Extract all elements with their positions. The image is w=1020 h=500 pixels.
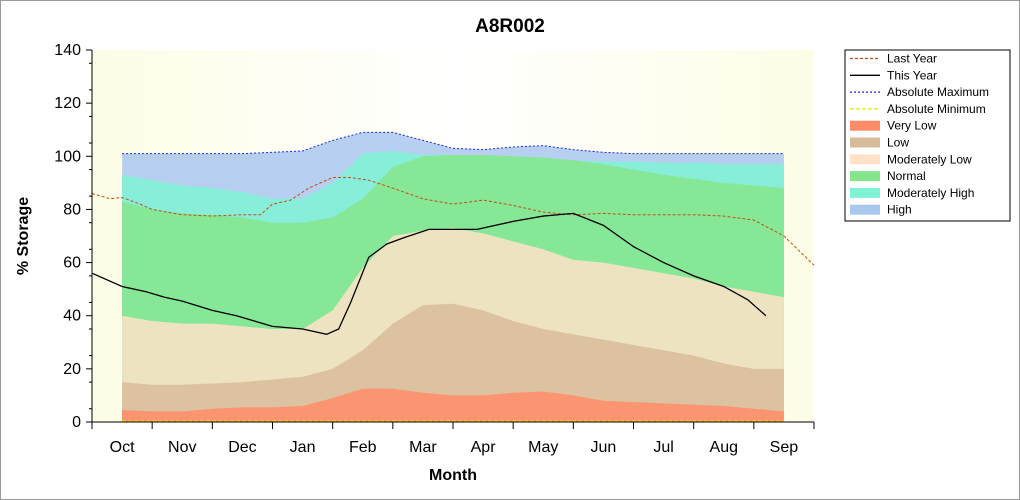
legend-label-absolute-maximum: Absolute Maximum xyxy=(887,85,989,99)
band-low xyxy=(122,303,784,422)
x-tick-label: Jan xyxy=(290,439,316,456)
x-tick-label: Jul xyxy=(653,439,673,456)
band-very-low xyxy=(122,388,784,422)
x-axis-ticks: Oct Nov Dec Jan Feb Mar Apr May Jun Jul Aug Sep xyxy=(91,422,815,456)
legend-label-moderately-high: Moderately High xyxy=(887,186,974,200)
legend-label-absolute-minimum: Absolute Minimum xyxy=(887,102,986,116)
legend-label-very-low: Very Low xyxy=(887,119,937,133)
series-last-year xyxy=(91,177,815,266)
legend-label-high: High xyxy=(887,203,912,217)
chart-title: A8R002 xyxy=(475,16,545,37)
legend-swatch-moderately-low xyxy=(850,154,880,165)
legend-swatch-low xyxy=(850,137,880,148)
x-tick-label: Feb xyxy=(349,439,377,456)
x-tick-label: Aug xyxy=(710,439,738,456)
legend-label-moderately-low: Moderately Low xyxy=(887,152,972,166)
y-tick-label: 40 xyxy=(63,308,81,325)
x-tick-label: Mar xyxy=(409,439,437,456)
x-tick-label: Nov xyxy=(168,439,196,456)
x-tick-label: Dec xyxy=(228,439,256,456)
legend-label-normal: Normal xyxy=(887,169,926,183)
x-tick-label: Sep xyxy=(770,439,799,456)
y-tick-label: 0 xyxy=(72,414,81,431)
legend-label-this-year: This Year xyxy=(887,68,937,82)
x-tick-label: Jun xyxy=(591,439,617,456)
y-tick-label: 140 xyxy=(54,42,81,59)
legend-label-last-year: Last Year xyxy=(887,52,937,66)
series-lines xyxy=(91,131,815,422)
y-axis-ticks: 0 20 40 60 80 100 120 140 xyxy=(54,42,92,431)
x-axis-label: Month xyxy=(429,467,477,484)
y-tick-label: 80 xyxy=(63,201,81,218)
x-tick-label: Apr xyxy=(471,439,497,456)
band-areas xyxy=(122,132,784,422)
legend-swatch-moderately-high xyxy=(850,187,880,198)
y-tick-label: 20 xyxy=(63,361,81,378)
legend-swatch-normal xyxy=(850,171,880,182)
y-tick-label: 60 xyxy=(63,255,81,272)
x-tick-label: May xyxy=(528,439,558,456)
legend: Last Year This Year Absolute Maximum Absolu… xyxy=(844,49,1011,222)
legend-swatch-very-low xyxy=(850,120,880,131)
y-tick-label: 100 xyxy=(54,148,81,165)
y-axis-label: % Storage xyxy=(15,197,32,275)
legend-swatch-high xyxy=(850,204,880,215)
x-tick-label: Oct xyxy=(110,439,135,456)
series-absolute-maximum xyxy=(122,131,784,155)
y-tick-label: 120 xyxy=(54,95,81,112)
series-this-year xyxy=(91,212,767,335)
legend-label-low: Low xyxy=(887,136,909,150)
